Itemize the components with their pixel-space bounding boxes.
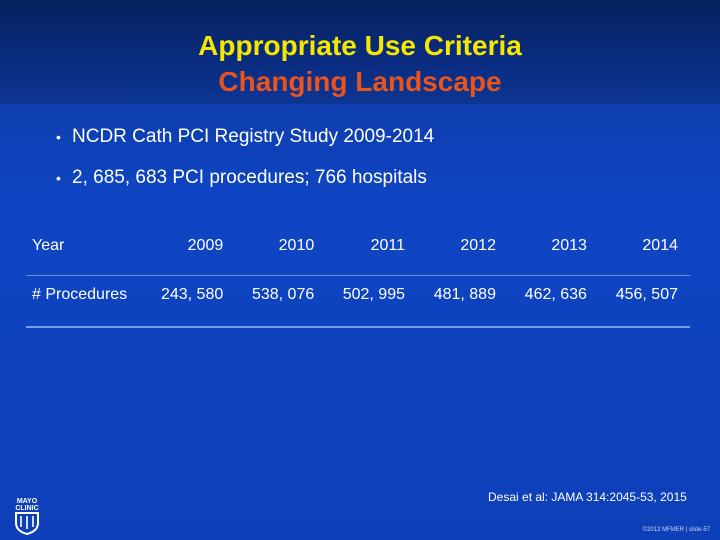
bullet-text: 2, 685, 683 PCI procedures; 766 hospital… bbox=[72, 167, 427, 188]
header-band bbox=[0, 0, 720, 104]
table-header-cell: 2010 bbox=[235, 226, 327, 276]
bullet-list: • NCDR Cath PCI Registry Study 2009-2014 … bbox=[56, 124, 434, 206]
table-header-label: Year bbox=[26, 226, 145, 276]
table-header-cell: 2013 bbox=[507, 226, 599, 276]
table-cell: 538, 076 bbox=[235, 275, 327, 328]
table-cell: 502, 995 bbox=[326, 275, 417, 328]
citation: Desai et al: JAMA 314:2045-53, 2015 bbox=[488, 490, 687, 504]
mayo-clinic-shield-icon: MAYO CLINIC bbox=[15, 498, 39, 535]
table-cell: 462, 636 bbox=[507, 275, 599, 328]
table-header-cell: 2009 bbox=[144, 226, 236, 276]
table-header-cell: 2014 bbox=[598, 226, 690, 276]
svg-text:MAYO: MAYO bbox=[17, 498, 38, 505]
page-subtitle: Changing Landscape bbox=[218, 66, 502, 97]
svg-text:CLINIC: CLINIC bbox=[15, 505, 38, 512]
bullet-item: • 2, 685, 683 PCI procedures; 766 hospita… bbox=[56, 165, 434, 191]
table-cell: 481, 889 bbox=[416, 275, 508, 328]
table-cell: 243, 580 bbox=[144, 275, 236, 328]
table-row-label: # Procedures bbox=[26, 275, 145, 328]
table-header-row: Year 2009 2010 2011 2012 2013 2014 bbox=[26, 226, 690, 276]
bullet-text: NCDR Cath PCI Registry Study 2009-2014 bbox=[72, 126, 435, 147]
procedures-table: Year 2009 2010 2011 2012 2013 2014 # Pro… bbox=[26, 226, 690, 328]
table-header-cell: 2012 bbox=[416, 226, 508, 276]
page-title: Appropriate Use Criteria bbox=[198, 30, 522, 61]
table-row: # Procedures 243, 580 538, 076 502, 995 … bbox=[26, 275, 690, 328]
table-header-cell: 2011 bbox=[326, 226, 417, 276]
bullet-dot-icon: • bbox=[56, 170, 61, 186]
bullet-item: • NCDR Cath PCI Registry Study 2009-2014 bbox=[56, 124, 434, 150]
slide-footer: ©2012 MFMER | slide-57 bbox=[642, 527, 710, 533]
table-cell: 456, 507 bbox=[598, 275, 690, 328]
bullet-dot-icon: • bbox=[56, 129, 61, 145]
